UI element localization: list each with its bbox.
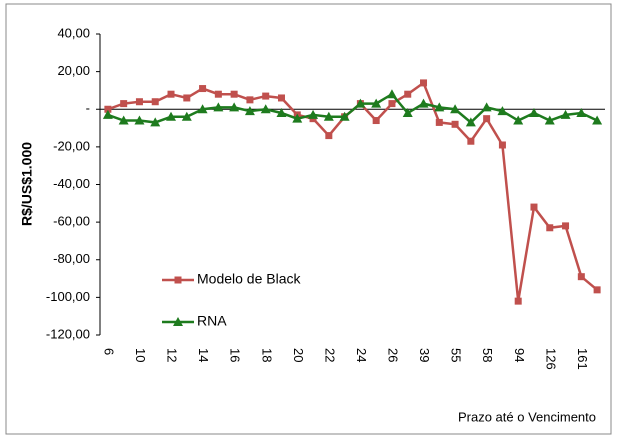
x-tick-label: 94	[512, 348, 527, 362]
chart-border	[5, 3, 612, 435]
point	[592, 115, 603, 125]
y-tick-label: 40,00	[57, 25, 90, 40]
point	[388, 100, 396, 108]
point	[104, 105, 112, 113]
x-tick-label: 6	[101, 348, 116, 355]
point	[498, 141, 506, 149]
point	[229, 102, 240, 112]
legend-label: Modelo de Black	[197, 271, 302, 287]
point	[199, 85, 207, 93]
point	[560, 109, 571, 119]
y-tick-label: -80,00	[53, 251, 90, 266]
point	[435, 118, 443, 126]
point	[514, 297, 522, 305]
legend-marker	[174, 276, 182, 284]
legend-marker	[173, 317, 183, 326]
x-tick-label: 55	[449, 348, 464, 362]
x-tick-label: 18	[259, 348, 274, 362]
point	[135, 98, 143, 106]
y-axis-title: R$/US$1.000	[19, 142, 35, 226]
point	[371, 98, 382, 108]
point	[481, 102, 492, 112]
point	[292, 113, 303, 123]
x-axis-title: Prazo até o Vencimento	[458, 409, 596, 424]
point	[497, 106, 508, 116]
x-tick-label: 22	[322, 348, 337, 362]
point	[402, 108, 413, 118]
y-tick-label: -40,00	[53, 176, 90, 191]
point	[230, 90, 238, 98]
point	[214, 90, 222, 98]
point	[323, 111, 334, 121]
x-tick-label: 10	[133, 348, 148, 362]
point	[420, 79, 428, 87]
y-tick-label: 20,00	[57, 63, 90, 78]
y-tick-label: -	[86, 101, 90, 116]
point	[277, 94, 285, 102]
point	[244, 106, 255, 116]
point	[102, 109, 113, 119]
point	[530, 203, 538, 211]
point	[276, 108, 287, 118]
point	[483, 115, 491, 123]
point	[120, 100, 128, 108]
y-tick-label: -120,00	[46, 326, 90, 341]
point	[134, 115, 145, 125]
y-tick-label: -60,00	[53, 214, 90, 229]
point	[404, 90, 412, 98]
point	[528, 108, 539, 118]
x-tick-label: 161	[575, 348, 590, 370]
point	[465, 117, 476, 127]
point	[576, 108, 587, 118]
legend-label: RNA	[197, 313, 227, 329]
point	[246, 96, 254, 104]
x-tick-label: 26	[386, 348, 401, 362]
x-tick-label: 126	[543, 348, 558, 370]
x-tick-label: 16	[228, 348, 243, 362]
point	[167, 90, 175, 98]
point	[197, 104, 208, 114]
point	[418, 98, 429, 108]
y-tick-label: -100,00	[46, 289, 90, 304]
point	[450, 104, 461, 114]
point	[213, 102, 224, 112]
point	[262, 92, 270, 100]
point	[150, 117, 161, 127]
point	[593, 286, 601, 294]
point	[183, 94, 191, 102]
x-tick-label: 20	[291, 348, 306, 362]
x-tick-label: 12	[165, 348, 180, 362]
point	[372, 117, 380, 125]
x-tick-label: 58	[480, 348, 495, 362]
point	[308, 109, 319, 119]
point	[513, 115, 524, 125]
point	[260, 104, 271, 114]
y-tick-label: -20,00	[53, 138, 90, 153]
point	[544, 115, 555, 125]
point	[339, 111, 350, 121]
series-line	[107, 92, 598, 125]
point	[451, 120, 459, 128]
point	[562, 222, 570, 230]
point	[577, 273, 585, 281]
x-tick-label: 14	[196, 348, 211, 362]
point	[325, 132, 333, 140]
point	[386, 89, 397, 99]
point	[467, 137, 475, 145]
x-tick-label: 24	[354, 348, 369, 362]
point	[355, 98, 366, 108]
point	[434, 102, 445, 112]
point	[166, 111, 177, 121]
point	[118, 115, 129, 125]
x-tick-label: 39	[417, 348, 432, 362]
point	[151, 98, 159, 106]
point	[546, 224, 554, 232]
point	[181, 111, 192, 121]
